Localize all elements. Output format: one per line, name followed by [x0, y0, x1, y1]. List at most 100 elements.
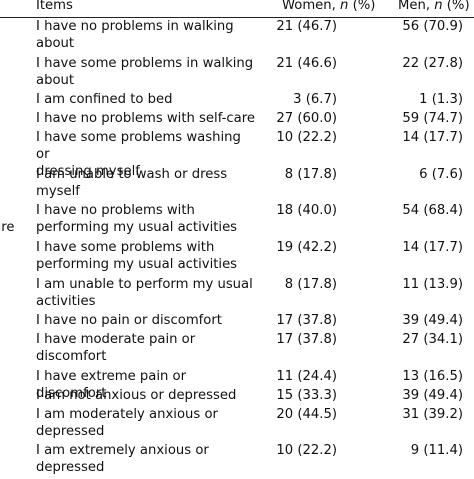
item-text-line: about: [36, 72, 75, 88]
table-row: I am unable to wash or dress myself 8 (17.…: [0, 166, 474, 203]
women-value: 27 (60.0): [276, 111, 337, 127]
women-value: 17 (37.8): [276, 313, 337, 329]
item-text-line: discomfort: [36, 349, 107, 365]
women-value: 10 (22.2): [276, 443, 337, 459]
item-text-line: I am unable to perform my usual: [36, 276, 253, 292]
men-value: 6 (7.6): [419, 166, 463, 182]
women-header-label: Women,: [282, 0, 341, 13]
men-value: 54 (68.4): [402, 203, 463, 219]
women-value: 17 (37.8): [276, 332, 337, 348]
item-text-line: about: [36, 36, 75, 51]
category-label: k,sure: [0, 202, 14, 236]
item-text: I have some problems in walking about: [36, 55, 256, 89]
women-column-header: Women, n (%): [282, 0, 375, 14]
table-row: I have no problems with performing my usu…: [0, 202, 474, 239]
table-row: I am moderately anxious or depressed 20 (4…: [0, 406, 474, 443]
women-value: 8 (17.8): [284, 166, 337, 182]
item-text-line: I have moderate pain or: [36, 332, 196, 348]
table-row: I have no problems with self-care 27 (60.…: [0, 110, 474, 129]
men-column-header: Men, n (%): [398, 0, 470, 14]
item-text: I am confined to bed: [36, 91, 256, 108]
item-text-line: activities: [36, 293, 96, 309]
item-text: I have moderate pain or discomfort: [36, 331, 256, 365]
women-header-pct: (%): [348, 0, 376, 13]
table-row: I have no pain or discomfort 17 (37.8) 39 …: [0, 312, 474, 331]
women-value: 11 (24.4): [276, 368, 337, 384]
men-value: 13 (16.5): [402, 368, 463, 384]
men-value: 14 (17.7): [402, 239, 463, 255]
item-text-line: I have some problems with: [36, 239, 215, 255]
items-column-header: Items: [36, 0, 73, 13]
category-label-line: k,: [0, 202, 14, 219]
item-text: I have some problems washing or dressing …: [36, 129, 256, 180]
item-text-line: I am unable to wash or dress: [36, 166, 228, 182]
table-row: I am confined to bed 3 (6.7) 1 (1.3): [0, 91, 474, 110]
men-value: 27 (34.1): [402, 332, 463, 348]
men-value: 39 (49.4): [402, 313, 463, 329]
women-value: 20 (44.5): [276, 406, 337, 422]
men-header-pct: (%): [442, 0, 470, 13]
table-row: I have some problems in walking about 21 (…: [0, 55, 474, 92]
men-header-label: Men,: [398, 0, 435, 13]
women-value: 10 (22.2): [276, 130, 337, 146]
item-text: I have extreme pain or discomfort: [36, 368, 256, 402]
men-value: 11 (13.9): [402, 276, 463, 292]
men-value: 59 (74.7): [402, 111, 463, 127]
men-value: 39 (49.4): [402, 387, 463, 403]
item-text-line: I am moderately anxious or: [36, 406, 218, 422]
item-text: I am not anxious or depressed: [36, 387, 256, 404]
item-text-line: depressed: [36, 460, 105, 476]
women-value: 18 (40.0): [276, 203, 337, 219]
table-row: I have some problems washing or dressing …: [0, 129, 474, 179]
category-label-line: sure: [0, 220, 15, 236]
men-value: 31 (39.2): [402, 406, 463, 422]
table-body: I have no problems in walking about 21 (46…: [0, 18, 474, 479]
men-value: 22 (27.8): [402, 55, 463, 71]
item-text-line: myself: [36, 183, 80, 199]
item-text: I am unable to perform my usual activitie…: [36, 276, 256, 310]
men-value: 14 (17.7): [402, 130, 463, 146]
men-value: 56 (70.9): [402, 19, 463, 34]
item-text-line: I have some problems in walking: [36, 55, 254, 71]
table-row: I have some problems with performing my u…: [0, 239, 474, 276]
table-row: I have no problems in walking about 21 (46…: [0, 18, 474, 55]
item-text-line: I am confined to bed: [36, 92, 173, 108]
item-text-line: performing my usual activities: [36, 256, 238, 272]
item-text-line: I have no pain or discomfort: [36, 313, 222, 329]
item-text-line: depressed: [36, 423, 105, 439]
women-header-n: n: [340, 0, 349, 13]
item-text-line: I have extreme pain or discomfort: [36, 368, 187, 401]
table-row: I am unable to perform my usual activitie…: [0, 276, 474, 313]
table-row: I have extreme pain or discomfort 11 (24.…: [0, 368, 474, 401]
men-header-n: n: [434, 0, 443, 13]
item-text: I am extremely anxious or depressed: [36, 442, 256, 476]
table-row: I am extremely anxious or depressed 10 (22…: [0, 442, 474, 479]
item-text-line: I have no problems in walking: [36, 19, 234, 34]
women-value: 21 (46.6): [276, 55, 337, 71]
men-value: 1 (1.3): [419, 92, 463, 108]
item-text: I have no pain or discomfort: [36, 312, 256, 329]
table-header: Items Women, n (%) Men, n (%): [0, 0, 474, 18]
women-value: 3 (6.7): [293, 92, 337, 108]
women-value: 19 (42.2): [276, 239, 337, 255]
item-text-line: I am extremely anxious or: [36, 443, 209, 459]
item-text-line: performing my usual activities: [36, 220, 238, 236]
item-text-line: dressing myself: [36, 164, 140, 180]
item-text-line: I have no problems with: [36, 203, 195, 219]
item-text-line: I have no problems with self-care: [36, 111, 255, 127]
item-text: I have no problems with performing my usu…: [36, 202, 256, 236]
table-row: I have moderate pain or discomfort 17 (37.…: [0, 331, 474, 368]
women-value: 15 (33.3): [276, 387, 337, 403]
women-value: 8 (17.8): [284, 276, 337, 292]
item-text-line: I am not anxious or depressed: [36, 387, 237, 403]
item-text: I have no problems with self-care: [36, 110, 256, 127]
item-text: I have some problems with performing my u…: [36, 239, 256, 273]
women-value: 21 (46.7): [276, 19, 337, 34]
men-value: 9 (11.4): [410, 443, 463, 459]
item-text-line: I have some problems washing or: [36, 130, 241, 163]
item-text: I have no problems in walking about: [36, 18, 256, 52]
table-row: I am not anxious or depressed 15 (33.3) 39…: [0, 387, 474, 406]
item-text: I am moderately anxious or depressed: [36, 406, 256, 440]
item-text: I am unable to wash or dress myself: [36, 166, 256, 200]
